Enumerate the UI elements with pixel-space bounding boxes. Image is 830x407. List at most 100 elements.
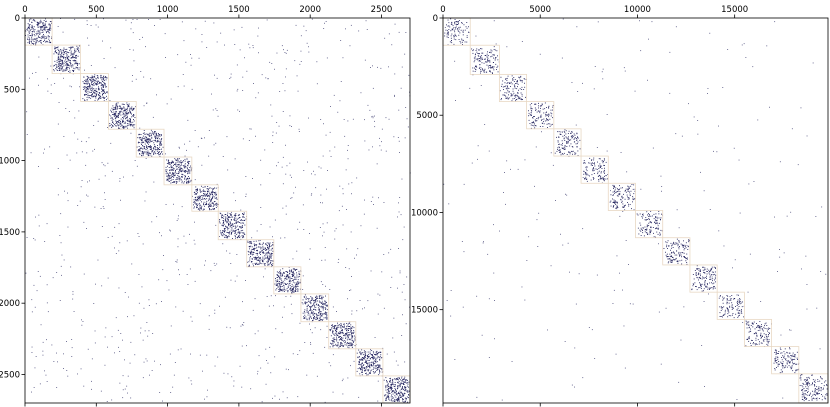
nonzero-point — [453, 43, 455, 45]
nonzero-point — [539, 110, 541, 112]
nonzero-point — [63, 51, 65, 53]
nonzero-point — [103, 75, 105, 77]
nonzero-point — [47, 30, 48, 32]
nonzero-point — [375, 368, 377, 370]
nonzero-point — [563, 138, 565, 140]
nonzero-point — [72, 65, 74, 67]
nonzero-point — [147, 141, 148, 143]
nonzero-point — [310, 316, 312, 318]
nonzero-point — [103, 97, 104, 99]
nonzero-point — [345, 333, 346, 334]
nonzero-point — [399, 270, 401, 272]
nonzero-point — [285, 289, 287, 291]
nonzero-point — [120, 121, 121, 122]
nonzero-point — [222, 214, 223, 216]
nonzero-point — [403, 383, 405, 385]
nonzero-point — [39, 21, 41, 22]
nonzero-point — [291, 283, 293, 285]
nonzero-point — [339, 326, 341, 328]
nonzero-point — [211, 187, 213, 189]
nonzero-point — [184, 160, 186, 162]
nonzero-point — [551, 123, 553, 125]
nonzero-point — [377, 369, 378, 370]
nonzero-point — [78, 48, 80, 50]
nonzero-point — [109, 124, 111, 126]
nonzero-point — [351, 343, 353, 344]
nonzero-point — [567, 137, 569, 139]
nonzero-point — [345, 341, 346, 343]
nonzero-point — [86, 75, 88, 77]
nonzero-point — [351, 344, 353, 346]
nonzero-point — [398, 400, 400, 401]
nonzero-point — [397, 385, 398, 387]
nonzero-point — [448, 25, 450, 27]
nonzero-point — [111, 336, 113, 338]
nonzero-point — [127, 316, 128, 318]
nonzero-point — [251, 261, 253, 263]
nonzero-point — [364, 351, 366, 353]
nonzero-point — [239, 365, 241, 367]
nonzero-point — [183, 166, 185, 168]
nonzero-point — [182, 161, 184, 163]
nonzero-point — [145, 153, 147, 155]
nonzero-point — [350, 331, 352, 333]
nonzero-point — [531, 122, 533, 123]
nonzero-point — [231, 232, 232, 234]
nonzero-point — [342, 57, 344, 59]
nonzero-point — [451, 21, 453, 23]
nonzero-point — [451, 23, 453, 25]
nonzero-point — [184, 175, 186, 177]
nonzero-point — [280, 237, 282, 239]
nonzero-point — [571, 135, 573, 136]
nonzero-point — [491, 55, 493, 57]
nonzero-point — [229, 217, 231, 218]
nonzero-point — [158, 153, 159, 155]
nonzero-point — [306, 374, 308, 376]
nonzero-point — [346, 334, 348, 335]
nonzero-point — [348, 347, 350, 349]
nonzero-point — [194, 130, 196, 131]
nonzero-point — [290, 303, 292, 305]
nonzero-point — [356, 254, 357, 256]
nonzero-point — [348, 342, 350, 344]
nonzero-point — [378, 366, 379, 368]
nonzero-point — [531, 110, 533, 112]
nonzero-point — [533, 122, 535, 124]
nonzero-point — [137, 150, 139, 152]
nonzero-point — [74, 63, 76, 65]
nonzero-point — [117, 113, 119, 115]
nonzero-point — [213, 203, 214, 205]
nonzero-point — [350, 24, 352, 26]
nonzero-point — [361, 372, 363, 373]
nonzero-points-left — [25, 18, 411, 404]
nonzero-point — [240, 227, 242, 229]
nonzero-point — [74, 57, 75, 58]
nonzero-point — [271, 245, 272, 247]
nonzero-point — [242, 235, 244, 237]
nonzero-point — [78, 50, 80, 51]
nonzero-point — [327, 304, 328, 306]
nonzero-point — [260, 184, 262, 186]
nonzero-point — [217, 115, 219, 117]
nonzero-point — [87, 37, 88, 39]
nonzero-point — [178, 215, 179, 217]
nonzero-point — [227, 212, 229, 214]
nonzero-point — [490, 71, 491, 73]
nonzero-point — [317, 298, 319, 299]
nonzero-point — [210, 200, 212, 202]
nonzero-point — [40, 42, 42, 44]
nonzero-point — [207, 186, 209, 187]
nonzero-point — [68, 66, 70, 68]
nonzero-point — [306, 42, 308, 44]
nonzero-point — [133, 115, 135, 116]
nonzero-point — [546, 123, 548, 125]
nonzero-point — [250, 128, 252, 130]
nonzero-point — [101, 79, 103, 81]
nonzero-point — [48, 23, 50, 25]
nonzero-point — [105, 86, 106, 88]
nonzero-point — [127, 113, 129, 115]
nonzero-point — [127, 104, 129, 106]
nonzero-point — [461, 22, 463, 24]
nonzero-point — [511, 94, 512, 96]
